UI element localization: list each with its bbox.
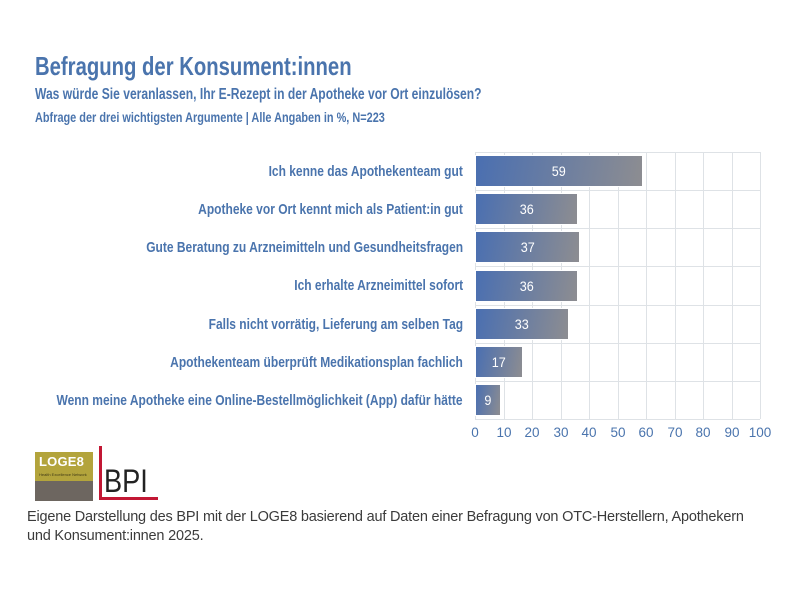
source-note-line1: Eigene Darstellung des BPI mit der LOGE8…: [27, 509, 744, 525]
x-tick-label: 0: [471, 425, 479, 440]
gridline-horizontal: [475, 381, 760, 382]
loge8-wordmark: LOGE8: [39, 454, 85, 469]
category-label: Apothekenteam überprüft Medikationsplan …: [170, 353, 463, 371]
gridline-vertical: [703, 152, 704, 419]
gridline-horizontal: [475, 190, 760, 191]
x-tick-label: 10: [496, 425, 512, 440]
bpi-accent-horizontal-bar: [99, 497, 158, 500]
page-title-text: Befragung der Konsument:innen: [35, 51, 352, 81]
chart-note: Abfrage der drei wichtigsten Argumente |…: [35, 109, 484, 126]
category-label: Ich erhalte Arzneimittel sofort: [294, 276, 463, 294]
bpi-wordmark: BPI: [104, 463, 148, 499]
bar-value-label: 36: [519, 201, 534, 217]
bar: 36: [475, 193, 578, 225]
bpi-accent-vertical-bar: [99, 446, 102, 500]
chart-subtitle-text: Was würde Sie veranlassen, Ihr E-Rezept …: [35, 86, 482, 103]
x-tick-label: 20: [524, 425, 540, 440]
x-tick-label: 40: [581, 425, 597, 440]
x-tick-label: 90: [724, 425, 740, 440]
bar-value-label: 33: [514, 316, 530, 332]
category-label: Gute Beratung zu Arzneimitteln und Gesun…: [146, 238, 463, 256]
gridline-vertical: [732, 152, 733, 419]
gridline-vertical: [618, 152, 619, 419]
gridline-vertical: [675, 152, 676, 419]
bar: 17: [475, 346, 523, 378]
gridline-horizontal: [475, 419, 760, 420]
x-tick-label: 70: [667, 425, 683, 440]
bar-value-label: 59: [551, 163, 567, 179]
x-tick-label: 50: [610, 425, 626, 440]
gridline-horizontal: [475, 305, 760, 306]
source-note-line2: und Konsument:innen 2025.: [27, 528, 204, 544]
gridline-horizontal: [475, 266, 760, 267]
source-note: Eigene Darstellung des BPI mit der LOGE8…: [27, 508, 787, 546]
category-label: Falls nicht vorrätig, Lieferung am selbe…: [208, 315, 464, 333]
category-label: Ich kenne das Apothekenteam gut: [268, 162, 463, 180]
loge8-gray-block: [35, 481, 93, 501]
x-axis: 0 10 20 30 40 50 60 70 80 90 100: [471, 425, 771, 441]
x-tick-label: 30: [553, 425, 569, 440]
bar: 9: [475, 384, 501, 416]
loge8-yellow-block: LOGE8 Health Excellence Network: [35, 452, 93, 481]
bar: 36: [475, 270, 578, 302]
chart-subtitle: Was würde Sie veranlassen, Ihr E-Rezept …: [35, 86, 608, 104]
bar-value-label: 36: [519, 278, 534, 294]
bar: 59: [475, 155, 643, 187]
loge8-tagline: Health Excellence Network: [39, 472, 87, 477]
bar: 33: [475, 308, 569, 340]
gridline-vertical: [646, 152, 647, 419]
gridline-vertical: [589, 152, 590, 419]
bar: 37: [475, 231, 580, 263]
x-tick-label: 60: [638, 425, 654, 440]
category-labels: Ich kenne das Apothekenteam gut Apotheke …: [0, 152, 463, 419]
x-tick-label: 80: [695, 425, 711, 440]
gridline-vertical: [760, 152, 761, 419]
page-title: Befragung der Konsument:innen: [35, 52, 441, 80]
loge8-logo: LOGE8 Health Excellence Network: [35, 452, 93, 501]
chart-note-text: Abfrage der drei wichtigsten Argumente |…: [35, 109, 385, 125]
gridline-horizontal: [475, 343, 760, 344]
bar-value-label: 9: [484, 392, 492, 408]
x-tick-label: 100: [748, 425, 772, 440]
category-label: Apotheke vor Ort kennt mich als Patient:…: [198, 200, 463, 218]
bar-value-label: 17: [491, 354, 507, 370]
gridline-horizontal: [475, 152, 760, 153]
plot-area: 59 36 37 36 33 17 9: [475, 152, 761, 420]
category-label: Wenn meine Apotheke eine Online-Bestellm…: [56, 391, 463, 409]
gridline-horizontal: [475, 228, 760, 229]
bar-value-label: 37: [520, 239, 535, 255]
